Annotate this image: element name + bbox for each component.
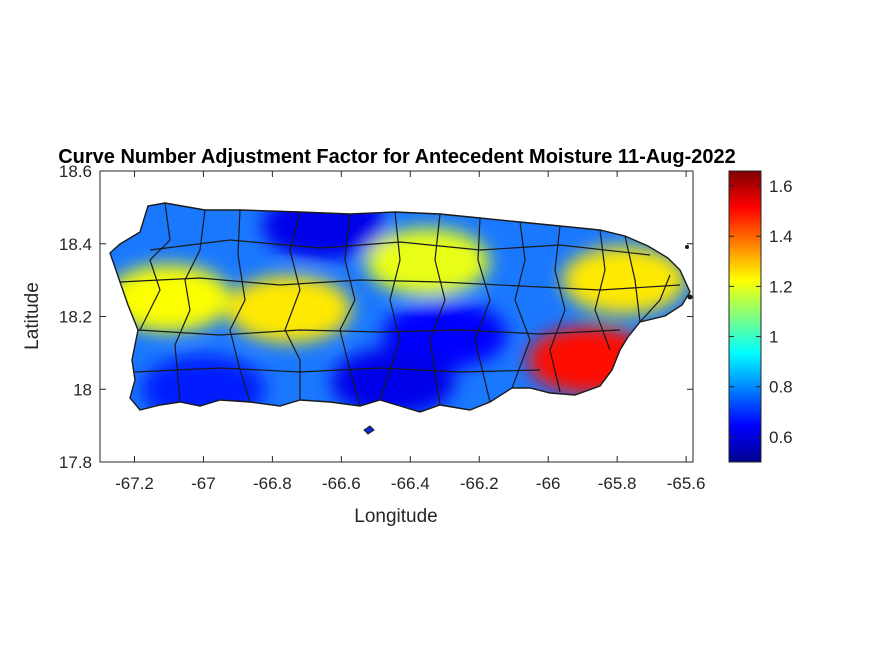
- x-tick-label: -66.6: [322, 474, 361, 493]
- x-tick-label: -67: [191, 474, 216, 493]
- x-axis-label: Longitude: [354, 506, 437, 527]
- colorbar-tick-label: 0.6: [769, 428, 793, 447]
- x-tick-label: -66.8: [253, 474, 292, 493]
- colorbar: [728, 170, 762, 463]
- y-axis-label: Latitude: [22, 282, 43, 350]
- x-tick-label: -66.2: [460, 474, 499, 493]
- y-tick-label: 18.4: [59, 235, 92, 254]
- colorbar-tick-label: 1.4: [769, 227, 793, 246]
- colorbar-tick-label: 1.2: [769, 277, 793, 296]
- heatmap-region-north-central: [365, 227, 490, 296]
- y-tick-label: 18: [73, 380, 92, 399]
- chart-title: Curve Number Adjustment Factor for Antec…: [58, 146, 736, 168]
- small-island: [687, 294, 693, 300]
- colorbar-tick-label: 1.6: [769, 177, 793, 196]
- small-island: [685, 245, 689, 249]
- x-axis: -67.2 -67 -66.8 -66.6 -66.4 -66.2 -66 -65.8 -65.…: [115, 171, 705, 493]
- y-axis: 17.8 18 18.2 18.4 18.6: [59, 162, 693, 472]
- small-island: [363, 425, 375, 435]
- heatmap-region-northeast: [562, 246, 687, 315]
- x-tick-label: -65.8: [598, 474, 637, 493]
- x-tick-label: -65.6: [667, 474, 706, 493]
- heatmap-region-south-central: [331, 347, 456, 412]
- y-tick-label: 17.8: [59, 453, 92, 472]
- y-tick-label: 18.6: [59, 162, 92, 181]
- colorbar-ticks: 0.6 0.8 1 1.2 1.4 1.6: [729, 177, 793, 447]
- colorbar-tick-label: 1: [769, 328, 778, 347]
- x-tick-label: -67.2: [115, 474, 154, 493]
- colorbar-tick-label: 0.8: [769, 378, 793, 397]
- x-tick-label: -66: [536, 474, 561, 493]
- x-tick-label: -66.4: [391, 474, 430, 493]
- municipality-boundaries: [109, 202, 691, 413]
- y-tick-label: 18.2: [59, 308, 92, 327]
- heatmap-region-west-central: [227, 275, 352, 344]
